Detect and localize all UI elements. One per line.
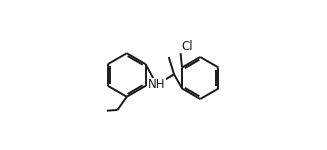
Text: Cl: Cl: [181, 39, 193, 52]
Text: NH: NH: [148, 78, 165, 91]
